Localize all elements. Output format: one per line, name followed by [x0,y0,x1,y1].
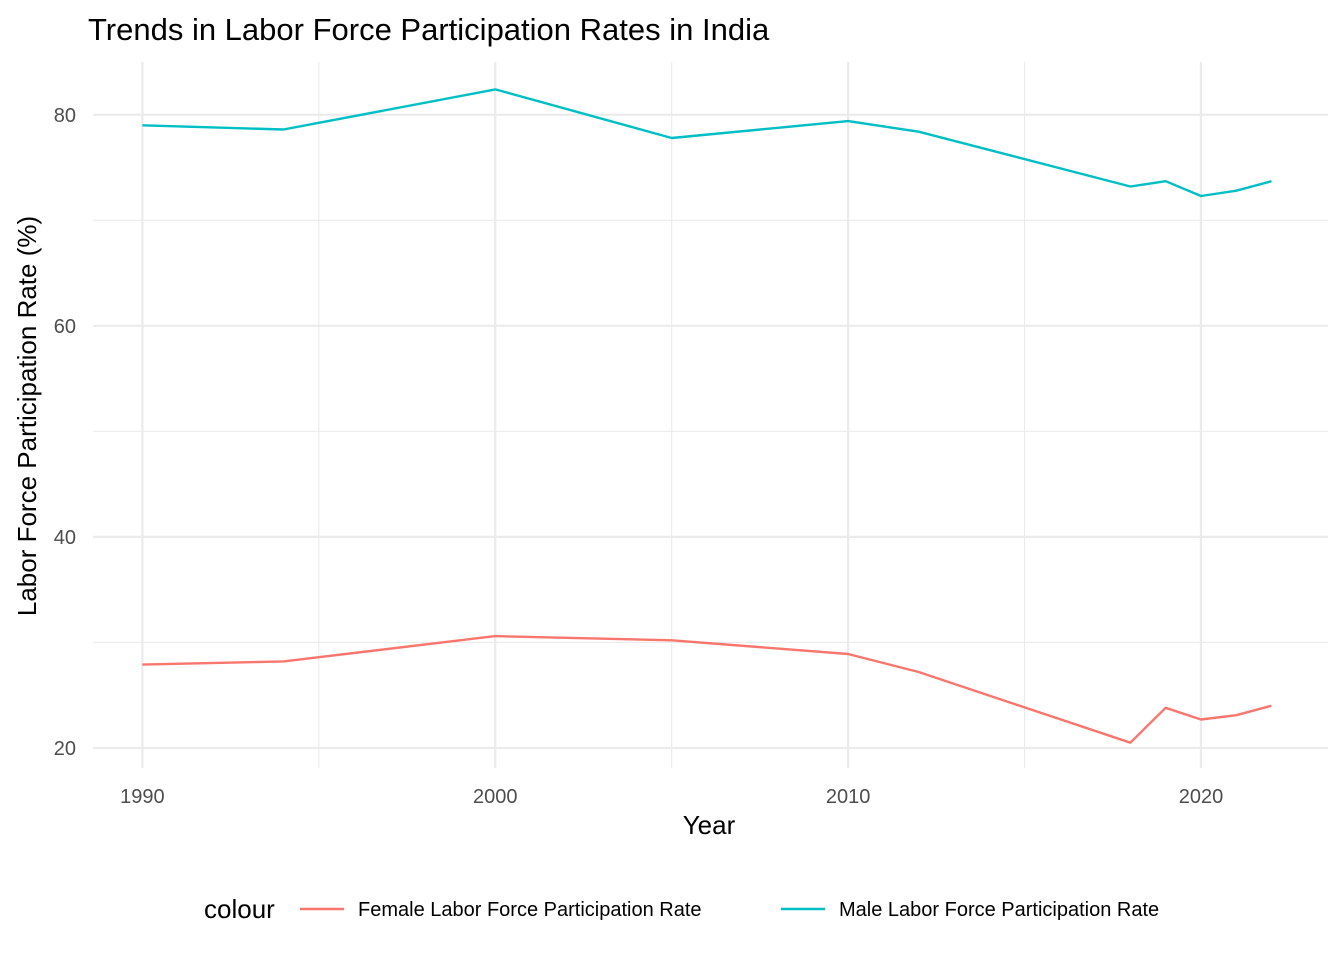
chart-title: Trends in Labor Force Participation Rate… [88,12,770,47]
y-axis-ticks: 20 40 60 80 [54,105,76,760]
legend: colour Female Labor Force Participation … [204,894,1159,924]
legend-title: colour [204,894,275,924]
x-axis-title: Year [683,810,736,840]
series-lines [142,88,1272,744]
y-axis-title: Labor Force Participation Rate (%) [12,216,42,616]
x-tick-label: 1990 [120,786,165,808]
legend-label: Male Labor Force Participation Rate [839,899,1159,921]
y-tick-label: 20 [54,738,76,760]
grid [93,62,1328,768]
female-series-line [142,634,1272,744]
x-axis-ticks: 1990 2000 2010 2020 [120,786,1223,808]
y-tick-label: 80 [54,105,76,127]
y-tick-label: 40 [54,527,76,549]
x-tick-label: 2020 [1179,786,1224,808]
x-tick-label: 2000 [473,786,518,808]
y-tick-label: 60 [54,316,76,338]
x-tick-label: 2010 [826,786,871,808]
legend-label: Female Labor Force Participation Rate [358,899,702,921]
male-series-line [142,88,1272,198]
